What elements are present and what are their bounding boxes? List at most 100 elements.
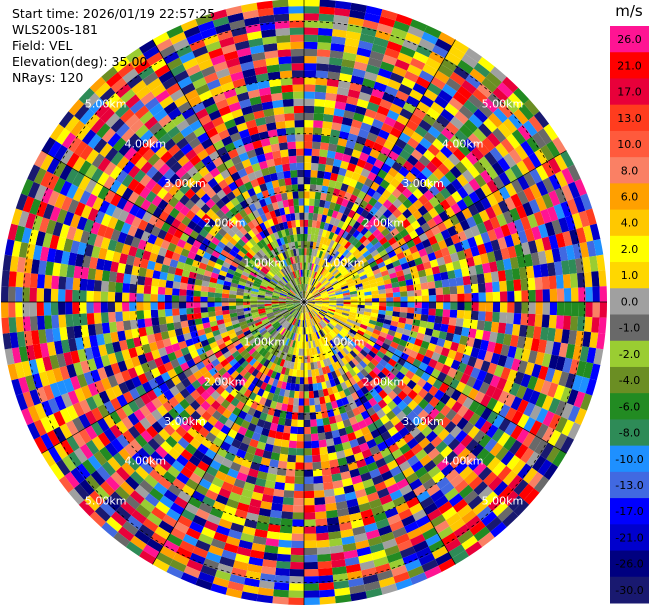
velocity-bin <box>108 302 115 312</box>
velocity-bin <box>325 100 336 108</box>
velocity-bin <box>513 279 521 291</box>
velocity-bin <box>571 288 579 302</box>
velocity-bin <box>323 114 334 122</box>
velocity-bin <box>280 71 292 79</box>
velocity-bin <box>442 317 450 325</box>
velocity-bin <box>179 289 187 296</box>
velocity-bin <box>372 298 379 302</box>
velocity-bin <box>58 289 65 302</box>
velocity-bin <box>200 302 207 307</box>
velocity-bin <box>301 349 304 356</box>
velocity-bin <box>158 287 166 295</box>
velocity-bin <box>288 448 296 456</box>
velocity-bin <box>250 299 257 302</box>
velocity-bin <box>152 270 160 279</box>
velocity-bin <box>379 306 386 311</box>
velocity-bin <box>598 270 606 286</box>
velocity-bin <box>276 121 286 129</box>
velocity-bin <box>37 302 45 316</box>
velocity-bin <box>304 28 318 36</box>
velocity-bin <box>297 434 304 441</box>
velocity-bin <box>187 314 195 321</box>
velocity-bin <box>311 170 318 178</box>
velocity-bin <box>304 13 319 21</box>
velocity-bin <box>449 278 457 287</box>
velocity-bin <box>44 315 52 329</box>
velocity-bin <box>274 114 285 122</box>
velocity-bin <box>1 286 9 302</box>
velocity-bin <box>279 533 292 541</box>
velocity-bin <box>304 205 309 212</box>
velocity-bin <box>123 274 131 284</box>
velocity-bin <box>328 452 337 461</box>
velocity-bin <box>275 28 290 36</box>
velocity-bin <box>275 568 290 576</box>
velocity-bin <box>358 302 365 305</box>
velocity-bin <box>279 454 288 462</box>
velocity-bin <box>550 289 558 302</box>
velocity-bin <box>309 191 315 199</box>
velocity-bin <box>284 113 294 121</box>
velocity-bin <box>280 447 289 455</box>
velocity-bin <box>304 548 317 556</box>
velocity-bin <box>304 420 311 427</box>
velocity-bin <box>283 99 294 107</box>
velocity-bin <box>8 287 16 303</box>
velocity-bin <box>564 302 572 316</box>
velocity-bin <box>314 113 324 121</box>
velocity-bin <box>304 413 310 420</box>
velocity-bin <box>300 363 304 370</box>
velocity-bin <box>279 63 292 71</box>
velocity-bin <box>272 100 283 108</box>
velocity-bin <box>151 317 159 326</box>
velocity-bin <box>304 441 312 448</box>
velocity-bin <box>186 302 193 308</box>
velocity-bin <box>304 0 320 6</box>
velocity-bin <box>293 498 304 505</box>
velocity-bin <box>536 302 543 315</box>
velocity-bin <box>304 92 315 99</box>
velocity-bin <box>450 286 458 294</box>
velocity-bin <box>325 431 333 439</box>
velocity-bin <box>298 420 305 427</box>
velocity-bin <box>304 49 317 57</box>
velocity-bin <box>278 49 292 57</box>
velocity-bin <box>137 319 145 328</box>
velocity-bin <box>272 445 281 453</box>
velocity-bin <box>304 184 310 191</box>
velocity-bin <box>304 248 307 255</box>
velocity-bin <box>314 490 325 498</box>
velocity-bin <box>591 317 599 333</box>
velocity-bin <box>415 302 422 308</box>
velocity-bin <box>94 302 101 313</box>
velocity-bin <box>79 290 86 302</box>
velocity-bin <box>304 477 314 484</box>
velocity-bin <box>312 448 320 456</box>
velocity-bin <box>556 275 564 289</box>
velocity-bin <box>304 77 316 84</box>
velocity-bin <box>311 426 318 434</box>
velocity-bin <box>435 287 443 295</box>
velocity-bin <box>317 540 330 548</box>
velocity-bin <box>292 191 298 199</box>
velocity-bin <box>288 149 296 157</box>
velocity-bin <box>294 206 299 214</box>
velocity-bin <box>372 302 379 306</box>
velocity-bin <box>304 156 312 163</box>
velocity-bin <box>30 288 38 302</box>
velocity-bin <box>506 280 514 291</box>
velocity-bin <box>287 455 296 463</box>
velocity-bin <box>289 590 305 598</box>
velocity-bin <box>193 296 200 302</box>
velocity-bin <box>304 42 318 50</box>
velocity-bin <box>274 482 285 490</box>
velocity-bin <box>585 302 593 317</box>
velocity-bin <box>1 270 9 286</box>
velocity-bin <box>326 510 338 519</box>
velocity-bin <box>322 475 332 483</box>
velocity-bin <box>315 78 327 86</box>
velocity-bin <box>319 440 327 448</box>
velocity-bin <box>499 312 507 323</box>
velocity-bin <box>317 56 330 64</box>
velocity-bin <box>304 398 309 405</box>
